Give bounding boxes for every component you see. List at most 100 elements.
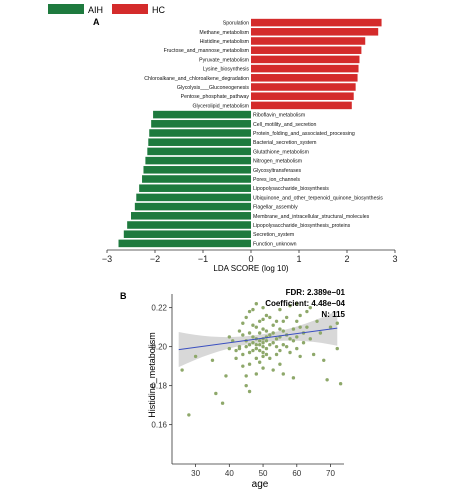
- regression-line: [178, 327, 338, 351]
- data-point: [254, 325, 259, 329]
- data-point: [227, 346, 232, 351]
- bar-ubiquinone-and-other-terpenoid-quinone-biosynthesis: [136, 193, 251, 202]
- panel-b-stats: FDR: 2.389e−01 Coefficient: 4.48e−04 N: …: [265, 288, 345, 319]
- bar-bacterial-secretion-system: [148, 138, 251, 146]
- bar-label: Riboflavin_metabolism: [253, 113, 305, 119]
- data-point: [268, 343, 272, 347]
- data-point: [251, 307, 255, 312]
- bar-label: Sporulation: [223, 21, 249, 27]
- data-point: [261, 354, 265, 359]
- data-point: [261, 317, 265, 322]
- data-point: [274, 352, 279, 357]
- data-point: [257, 348, 262, 353]
- legend-label-aih: AIH: [88, 5, 103, 15]
- x-tick-label: 50: [259, 469, 268, 478]
- bar-lipopolysaccharide-biosynthesis: [139, 184, 251, 192]
- bar-label: Secretion_system: [253, 232, 294, 238]
- data-point: [278, 362, 282, 366]
- data-point: [251, 341, 255, 345]
- data-point: [284, 344, 289, 349]
- legend-swatch-aih: [48, 4, 84, 14]
- data-point: [254, 346, 259, 351]
- data-point: [264, 346, 269, 351]
- data-point: [261, 305, 265, 310]
- data-point: [291, 339, 296, 343]
- bar-histidine-metabolism: [251, 37, 366, 45]
- y-tick-label: 0.18: [151, 382, 167, 391]
- panel-label-b: B: [120, 291, 127, 301]
- data-point: [268, 333, 272, 337]
- bar-pores-ion-channels: [142, 175, 251, 183]
- data-point: [254, 356, 259, 361]
- data-point: [305, 309, 309, 314]
- x-tick-label: 60: [292, 469, 301, 478]
- data-point: [325, 378, 329, 382]
- legend-swatch-hc: [112, 4, 148, 14]
- data-point: [264, 352, 269, 357]
- bar-lysine-biosynthesis: [251, 64, 359, 73]
- data-point: [322, 358, 326, 362]
- data-point: [247, 350, 252, 355]
- data-point: [247, 343, 252, 347]
- data-point: [298, 354, 302, 359]
- x-tick-label: 3: [392, 254, 397, 264]
- data-point: [257, 319, 262, 323]
- bar-methane-metabolism: [251, 28, 379, 36]
- x-tick-label: 1: [296, 254, 301, 264]
- panel-a-x-axis-title: LDA SCORE (log 10): [213, 264, 288, 273]
- data-point: [237, 329, 242, 333]
- data-point: [244, 383, 248, 388]
- data-point: [271, 331, 275, 335]
- data-point: [301, 341, 306, 345]
- data-point: [281, 319, 285, 323]
- data-point: [274, 344, 279, 349]
- data-point: [284, 315, 289, 320]
- bar-glutathione-metabolism: [147, 147, 251, 156]
- data-point: [271, 341, 275, 345]
- data-point: [227, 335, 232, 339]
- bar-label: Methane_metabolism: [199, 30, 249, 36]
- y-tick-label: 0.16: [151, 421, 167, 430]
- data-point: [298, 313, 302, 318]
- data-point: [251, 323, 255, 327]
- bar-glycolysis-gluconeogenesis: [251, 83, 356, 91]
- panel-b-y-axis-title: Histidine_metabolism: [147, 332, 157, 418]
- data-point: [278, 327, 282, 331]
- data-point: [224, 374, 228, 378]
- x-tick-label: −2: [150, 254, 160, 264]
- data-point: [257, 343, 262, 347]
- data-point: [315, 319, 319, 323]
- panel-a-bar-chart: Sporulation Methane_metabolism Histidine_m…: [102, 18, 398, 264]
- data-point: [338, 382, 343, 386]
- bar-label: Bacterial_secretion_system: [253, 140, 316, 146]
- bar-label: Chloroalkane_and_chloroalkene_degradatio…: [144, 76, 249, 82]
- data-point: [247, 331, 252, 335]
- data-point: [298, 325, 302, 329]
- data-point: [295, 346, 299, 351]
- x-tick-label: 70: [326, 469, 335, 478]
- bar-label: Function_unknown: [253, 241, 297, 247]
- bar-fructose-and-mannose-metabolism: [251, 46, 362, 54]
- data-point: [308, 305, 312, 310]
- bar-label: Pores_ion_channels: [253, 177, 300, 183]
- data-point: [271, 368, 275, 372]
- data-point: [261, 341, 265, 345]
- data-point: [261, 327, 265, 331]
- data-point: [281, 343, 285, 347]
- data-point: [241, 364, 245, 368]
- legend-label-hc: HC: [152, 5, 165, 15]
- bar-function-unknown: [118, 239, 252, 248]
- y-tick-label: 0.20: [151, 343, 167, 352]
- data-point: [220, 401, 225, 405]
- x-tick-label: −3: [102, 254, 112, 264]
- data-point: [241, 321, 245, 325]
- data-point: [244, 315, 248, 320]
- bar-lipopolysaccharide-biosynthesis-proteins: [127, 221, 251, 229]
- data-point: [291, 327, 296, 331]
- data-point: [187, 413, 191, 417]
- bar-label: Glutathione_metabolism: [253, 149, 309, 155]
- data-point: [251, 348, 255, 353]
- data-point: [264, 313, 269, 318]
